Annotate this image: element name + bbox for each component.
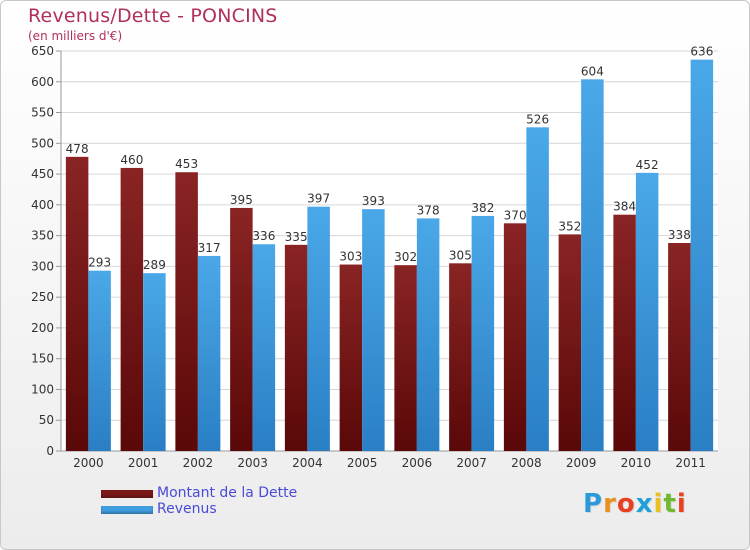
bar-revenus (88, 270, 111, 451)
logo-letter: P (583, 489, 604, 519)
y-tick-label: 500 (31, 136, 54, 150)
data-label-revenus: 317 (198, 241, 221, 255)
data-label-dette: 453 (175, 157, 198, 171)
bar-dette (394, 265, 417, 451)
y-tick-label: 0 (46, 444, 54, 458)
y-tick-label: 50 (39, 413, 54, 427)
bar-dette (230, 207, 253, 451)
bar-dette (668, 243, 691, 451)
x-tick-label: 2011 (675, 456, 706, 470)
data-label-revenus: 336 (252, 229, 275, 243)
logo-letter: i (676, 489, 687, 519)
data-label-dette: 305 (449, 248, 472, 262)
data-label-dette: 395 (230, 193, 253, 207)
x-tick-label: 2001 (128, 456, 159, 470)
bar-dette (558, 234, 582, 451)
bar-dette (503, 223, 527, 451)
x-tick-label: 2006 (402, 456, 433, 470)
bar-revenus (581, 79, 604, 452)
plot-area (61, 51, 718, 451)
x-tick-label: 2002 (183, 456, 214, 470)
x-tick-label: 2007 (456, 456, 487, 470)
bar-dette (449, 263, 472, 451)
bar-revenus (143, 273, 166, 451)
legend-swatch-dette (101, 490, 153, 498)
bar-revenus (252, 244, 276, 451)
data-label-dette: 303 (339, 250, 362, 264)
bar-dette (339, 264, 363, 451)
x-tick-label: 2008 (511, 456, 542, 470)
x-tick-label: 2000 (73, 456, 104, 470)
bar-revenus (362, 209, 385, 451)
x-tick-label: 2004 (292, 456, 323, 470)
y-tick-label: 100 (31, 382, 54, 396)
legend-label-dette: Montant de la Dette (157, 485, 298, 501)
y-tick-label: 200 (31, 321, 54, 335)
bar-revenus (635, 172, 659, 451)
bar-revenus (416, 218, 440, 451)
x-tick-label: 2010 (621, 456, 652, 470)
bar-dette (284, 244, 308, 451)
bar-revenus (197, 255, 221, 451)
bar-revenus (471, 215, 495, 451)
chart-title: Revenus/Dette - PONCINS (28, 5, 278, 27)
y-tick-label: 150 (31, 352, 54, 366)
bar-dette (120, 167, 144, 451)
legend-swatch-revenus (101, 506, 153, 514)
data-label-dette: 352 (558, 219, 581, 233)
y-tick-label: 300 (31, 259, 54, 273)
data-label-revenus: 382 (471, 201, 494, 215)
x-tick-label: 2009 (566, 456, 597, 470)
x-tick-label: 2003 (237, 456, 268, 470)
bar-revenus (690, 59, 714, 451)
y-tick-label: 250 (31, 290, 54, 304)
data-label-dette: 384 (613, 200, 636, 214)
data-label-revenus: 293 (88, 256, 111, 270)
x-tick-label: 2005 (347, 456, 378, 470)
y-tick-label: 450 (31, 167, 54, 181)
chart-subtitle: (en milliers d'€) (28, 29, 123, 43)
bar-dette (65, 156, 89, 451)
y-tick-label: 400 (31, 198, 54, 212)
y-tick-label: 650 (31, 44, 54, 58)
data-label-dette: 335 (285, 230, 308, 244)
data-label-revenus: 397 (307, 192, 330, 206)
bar-dette (613, 214, 636, 451)
data-label-dette: 338 (668, 228, 691, 242)
y-tick-label: 600 (31, 75, 54, 89)
data-label-dette: 460 (120, 153, 143, 167)
logo-letter: i (653, 489, 664, 519)
data-label-revenus: 378 (417, 203, 440, 217)
data-label-revenus: 526 (526, 112, 549, 126)
data-label-revenus: 452 (636, 158, 659, 172)
logo-letter: x (635, 489, 654, 519)
bar-revenus (526, 127, 549, 452)
data-label-dette: 302 (394, 250, 417, 264)
data-label-revenus: 393 (362, 194, 385, 208)
y-tick-label: 350 (31, 229, 54, 243)
y-tick-label: 550 (31, 106, 54, 120)
data-label-dette: 478 (66, 142, 89, 156)
legend-label-revenus: Revenus (157, 501, 217, 517)
data-label-dette: 370 (504, 208, 527, 222)
bar-dette (175, 172, 198, 451)
data-label-revenus: 636 (690, 45, 713, 59)
data-label-revenus: 604 (581, 64, 604, 78)
proxiti-logo: Proxiti (583, 489, 687, 519)
logo-letter: r (603, 489, 617, 519)
bar-revenus (307, 206, 330, 451)
logo-letter: o (616, 489, 636, 519)
data-label-revenus: 289 (143, 258, 166, 272)
logo-letter: t (663, 489, 677, 519)
